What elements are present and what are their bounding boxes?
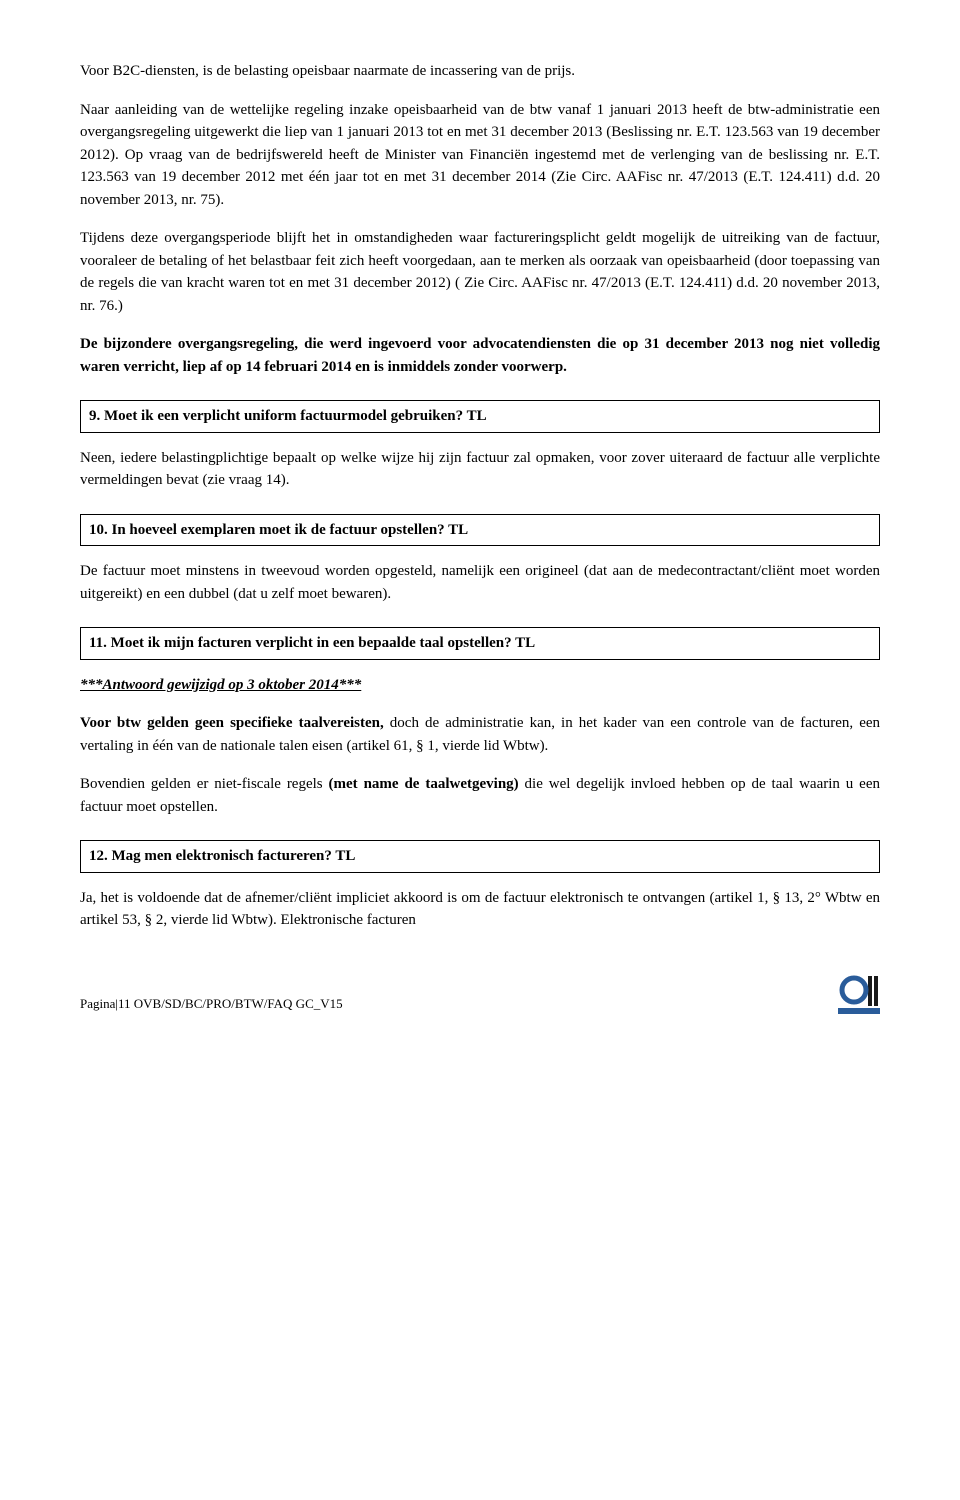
question-12-heading: 12. Mag men elektronisch factureren? TL (80, 840, 880, 873)
question-10-heading: 10. In hoeveel exemplaren moet ik de fac… (80, 514, 880, 547)
document-page: Voor B2C-diensten, is de belasting opeis… (0, 0, 960, 1054)
answer-11-p1: Voor btw gelden geen specifieke taalvere… (80, 712, 880, 757)
paragraph-regulation: Naar aanleiding van de wettelijke regeli… (80, 99, 880, 212)
answer-9: Neen, iedere belastingplichtige bepaalt … (80, 447, 880, 492)
changed-notice: ***Antwoord gewijzigd op 3 oktober 2014*… (80, 677, 361, 693)
answer-11-changed: ***Antwoord gewijzigd op 3 oktober 2014*… (80, 674, 880, 697)
answer-11-p2-bold: (met name de taalwetgeving) (329, 776, 519, 792)
ovb-logo-icon (838, 972, 880, 1014)
question-11-heading: 11. Moet ik mijn facturen verplicht in e… (80, 627, 880, 660)
answer-10: De factuur moet minstens in tweevoud wor… (80, 560, 880, 605)
answer-11-p1-bold: Voor btw gelden geen specifieke taalvere… (80, 715, 384, 731)
paragraph-special-regulation: De bijzondere overgangsregeling, die wer… (80, 333, 880, 378)
paragraph-b2c: Voor B2C-diensten, is de belasting opeis… (80, 60, 880, 83)
question-9-heading: 9. Moet ik een verplicht uniform factuur… (80, 400, 880, 433)
answer-11-p2-pre: Bovendien gelden er niet-fiscale regels (80, 776, 329, 792)
footer-text: Pagina|11 OVB/SD/BC/PRO/BTW/FAQ GC_V15 (80, 994, 343, 1014)
answer-11-p2: Bovendien gelden er niet-fiscale regels … (80, 773, 880, 818)
paragraph-transition: Tijdens deze overgangsperiode blijft het… (80, 227, 880, 317)
answer-12: Ja, het is voldoende dat de afnemer/clië… (80, 887, 880, 932)
page-footer: Pagina|11 OVB/SD/BC/PRO/BTW/FAQ GC_V15 (80, 972, 880, 1014)
